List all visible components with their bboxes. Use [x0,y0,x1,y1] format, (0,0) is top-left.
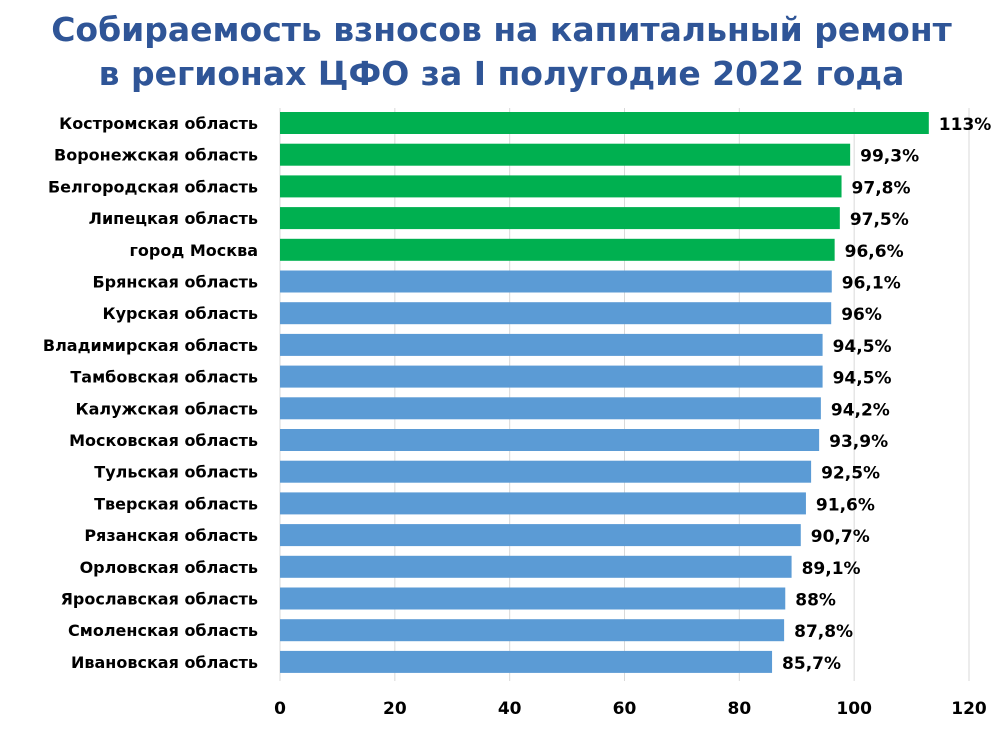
category-label: город Москва [130,241,258,260]
data-label: 90,7% [811,527,870,547]
bar [280,207,840,230]
category-label: Орловская область [80,558,258,577]
category-label: Брянская область [92,273,258,292]
category-label: Тверская область [94,494,258,513]
data-label: 93,9% [829,432,888,452]
data-label: 88% [795,591,836,611]
data-label: 87,8% [794,622,853,642]
category-label: Калужская область [76,399,258,418]
data-label: 113% [939,115,992,135]
bar [280,238,835,261]
data-label: 94,2% [831,400,890,420]
category-label: Московская область [69,431,258,450]
x-tick-label: 40 [498,699,522,719]
category-label: Рязанская область [84,526,258,545]
chart-title: Собираемость взносов на капитальный ремо… [0,8,1003,96]
x-tick-label: 80 [727,699,751,719]
data-label: 94,5% [833,337,892,357]
data-label: 96,6% [845,242,904,262]
category-label: Воронежская область [54,146,258,165]
bar [280,365,823,388]
data-label: 85,7% [782,654,841,674]
bar [280,650,773,673]
bar [280,619,785,642]
category-label: Липецкая область [89,209,258,228]
data-label: 89,1% [802,559,861,579]
x-tick-label: 20 [383,699,407,719]
data-label: 97,8% [852,178,911,198]
bar [280,460,812,483]
x-tick-label: 100 [836,699,872,719]
x-tick-label: 60 [613,699,637,719]
category-label: Белгородская область [48,177,258,196]
x-tick-label: 120 [951,699,987,719]
bar [280,333,823,356]
bar [280,143,851,166]
bar [280,302,832,325]
bar [280,429,820,451]
bar [280,587,786,610]
data-label: 97,5% [850,210,909,230]
bar [280,397,821,420]
category-label: Тамбовская область [70,368,258,387]
bar [280,524,801,547]
category-label: Владимирская область [43,336,258,355]
category-label: Ивановская область [71,653,258,672]
data-label: 91,6% [816,495,875,515]
x-tick-label: 0 [274,699,286,719]
data-label: 99,3% [860,147,919,167]
chart-title-line-1: Собираемость взносов на капитальный ремо… [51,10,952,49]
category-label: Смоленская область [68,621,258,640]
chart-title-line-2: в регионах ЦФО за I полугодие 2022 года [98,54,905,93]
category-label: Ярославская область [61,590,258,609]
data-label: 96,1% [842,274,901,294]
bar [280,555,792,578]
bar [280,492,806,515]
category-label: Костромская область [59,114,258,133]
category-label: Тульская область [94,463,258,482]
bar [280,175,842,198]
data-label: 92,5% [821,464,880,484]
category-label: Курская область [103,304,259,323]
bar [280,112,929,134]
data-label: 94,5% [833,369,892,389]
data-label: 96% [841,305,882,325]
bar [280,270,832,293]
